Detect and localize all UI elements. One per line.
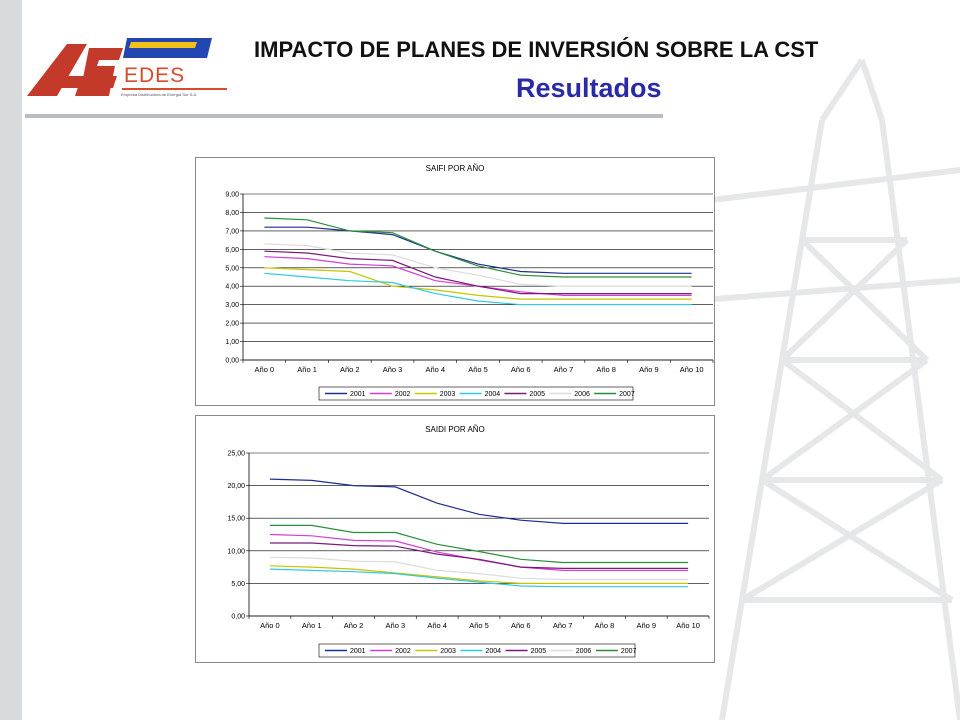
x-tick-label: Año 1 (302, 621, 322, 630)
series-line-2001 (264, 226, 692, 274)
series-line-2006 (269, 556, 689, 581)
x-tick-label: Año 3 (383, 365, 403, 374)
legend-label-2007: 2007 (619, 391, 635, 398)
x-tick-label: Año 0 (260, 621, 280, 630)
x-tick-label: Año 8 (595, 621, 615, 630)
x-tick-label: Año 3 (386, 621, 406, 630)
series-line-2005 (269, 542, 689, 569)
y-tick-label: 9,00 (225, 192, 239, 199)
legend-label-2004: 2004 (485, 391, 501, 398)
x-tick-label: Año 7 (554, 365, 574, 374)
chart-title: SAIDI POR AÑO (425, 425, 485, 434)
series-line-2003 (264, 267, 692, 300)
y-tick-label: 8,00 (225, 210, 239, 217)
y-tick-label: 7,00 (225, 228, 239, 235)
y-tick-label: 15,00 (227, 516, 245, 523)
saidi-chart: SAIDI POR AÑO 0,00 5,00 10,00 15,00 20,00 25,0… (195, 415, 715, 663)
legend-label-2006: 2006 (576, 648, 592, 655)
y-tick-label: 25,00 (227, 451, 245, 458)
x-tick-label: Año 4 (425, 365, 445, 374)
brand-tagline: Empresa Distribuidora de Energía Sur S.A… (121, 92, 198, 97)
x-tick-label: Año 0 (255, 365, 275, 374)
x-tick-label: Año 6 (511, 621, 531, 630)
page-title: IMPACTO DE PLANES DE INVERSIÓN SOBRE LA … (254, 37, 819, 62)
y-tick-label: 10,00 (227, 548, 245, 555)
x-tick-label: Año 9 (639, 365, 659, 374)
y-tick-label: 5,00 (231, 581, 245, 588)
slide: EDES Empresa Distribuidora de Energía Su… (22, 0, 960, 720)
y-tick-label: 20,00 (227, 483, 245, 490)
y-tick-label: 2,00 (225, 321, 239, 328)
x-tick-label: Año 2 (344, 621, 364, 630)
x-tick-label: Año 6 (511, 365, 531, 374)
legend-label-2004: 2004 (485, 648, 501, 655)
header-divider (25, 114, 663, 118)
legend-label-2005: 2005 (531, 648, 547, 655)
series-line-2002 (269, 533, 689, 571)
series-line-2002 (264, 256, 692, 296)
y-tick-label: 0,00 (231, 614, 245, 621)
legend-label-2003: 2003 (440, 391, 456, 398)
y-tick-label: 5,00 (225, 265, 239, 272)
legend-label-2001: 2001 (350, 648, 366, 655)
legend-label-2006: 2006 (574, 391, 590, 398)
x-tick-label: Año 4 (427, 621, 447, 630)
x-tick-label: Año 2 (340, 365, 360, 374)
series-line-2007 (264, 217, 692, 278)
x-tick-label: Año 7 (553, 621, 573, 630)
transmission-tower-background (701, 58, 960, 720)
x-tick-label: Año 9 (636, 621, 656, 630)
chart-title: SAIFI POR AÑO (426, 164, 485, 173)
x-tick-label: Año 10 (680, 365, 704, 374)
legend-label-2007: 2007 (621, 648, 637, 655)
series-line-2005 (264, 250, 692, 295)
legend-label-2005: 2005 (529, 391, 545, 398)
series-line-2004 (264, 272, 692, 306)
series-line-2006 (264, 243, 692, 287)
legend-label-2002: 2002 (395, 648, 411, 655)
x-tick-label: Año 5 (469, 621, 489, 630)
chart-svg: SAIFI POR AÑO 0,00 1,00 2,00 3,00 4,00 5,00 6,0… (225, 164, 714, 401)
legend-label-2002: 2002 (395, 391, 411, 398)
y-tick-label: 0,00 (225, 358, 239, 365)
y-tick-label: 6,00 (225, 247, 239, 254)
company-logo (27, 38, 212, 96)
series-line-2001 (269, 478, 689, 525)
saifi-chart: SAIFI POR AÑO 0,00 1,00 2,00 3,00 4,00 5,00 6,0… (195, 157, 715, 406)
legend-label-2001: 2001 (350, 391, 366, 398)
brand-name: EDES (124, 64, 186, 87)
x-tick-label: Año 10 (676, 621, 700, 630)
legend-label-2003: 2003 (440, 648, 456, 655)
x-tick-label: Año 8 (596, 365, 616, 374)
y-tick-label: 4,00 (225, 284, 239, 291)
y-tick-label: 3,00 (225, 302, 239, 309)
series-line-2007 (269, 524, 689, 564)
y-tick-label: 1,00 (225, 339, 239, 346)
series-line-2004 (269, 568, 689, 588)
x-tick-label: Año 5 (468, 365, 488, 374)
brand-divider (122, 88, 227, 90)
x-tick-label: Año 1 (297, 365, 317, 374)
chart-svg: SAIDI POR AÑO 0,00 5,00 10,00 15,00 20,00 25,0… (227, 425, 710, 658)
series-line-2003 (269, 565, 689, 584)
page-subtitle: Resultados (516, 73, 662, 103)
